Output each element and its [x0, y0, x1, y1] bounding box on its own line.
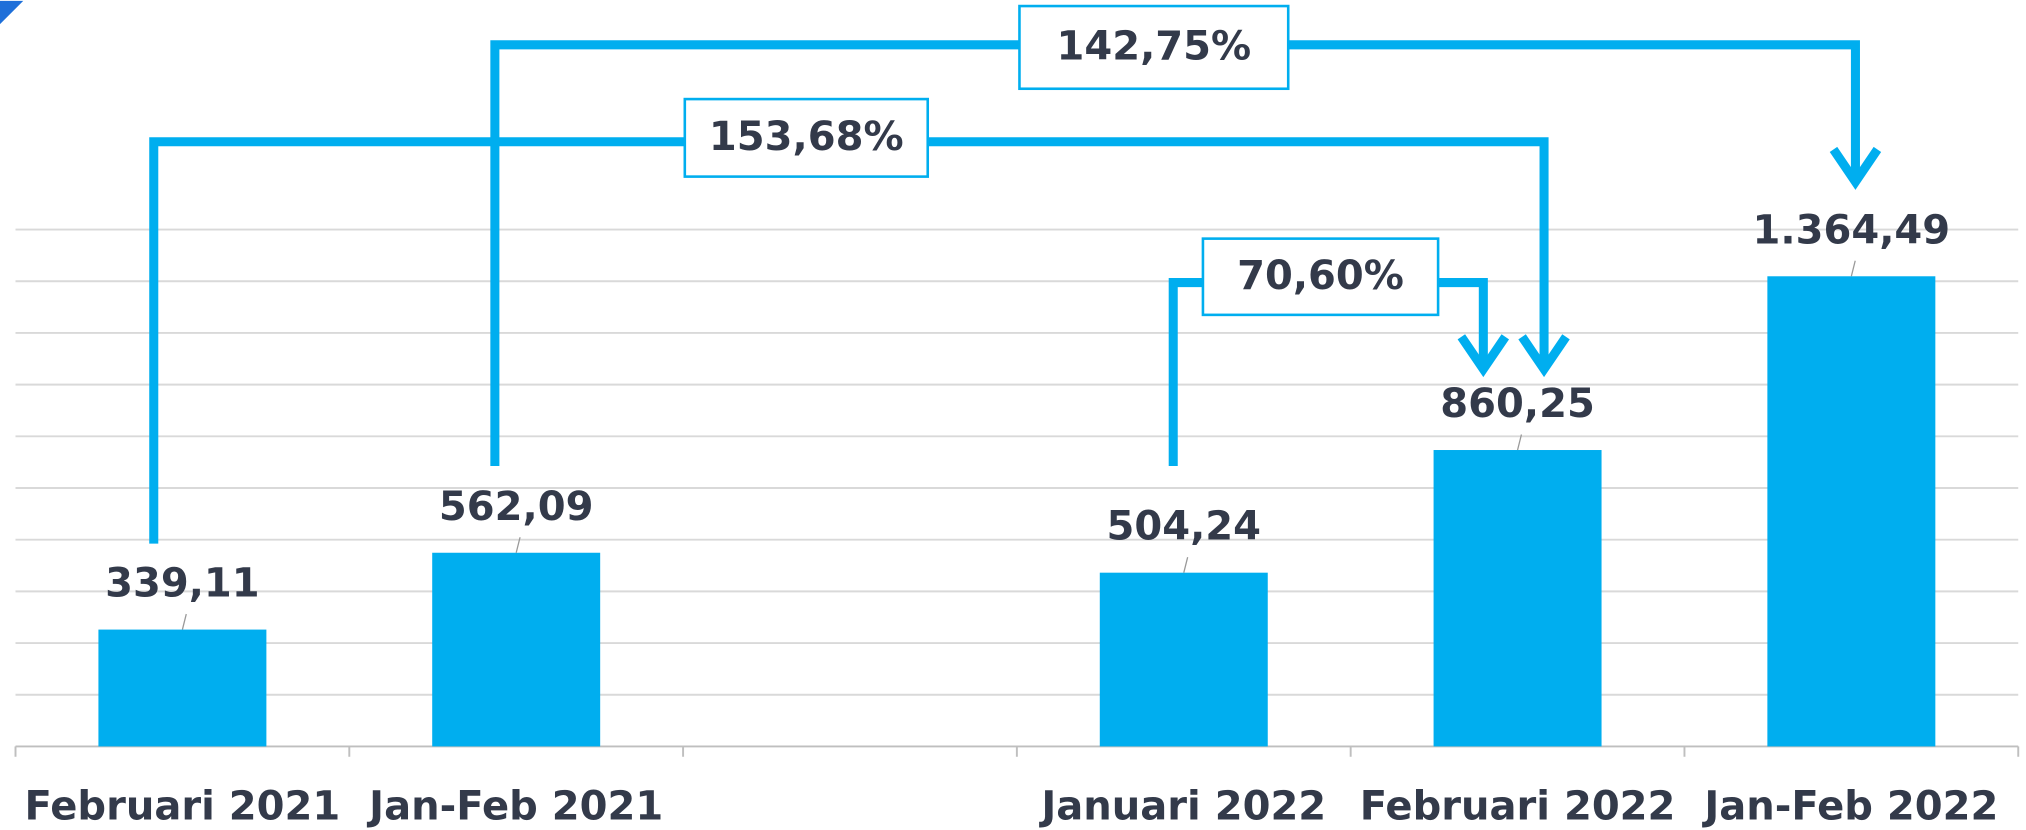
bar	[1433, 450, 1602, 747]
leader-line	[1850, 260, 1856, 277]
bar	[432, 552, 601, 747]
value-label: 339,11	[105, 561, 260, 607]
leader-line	[181, 613, 187, 630]
bar	[98, 629, 267, 747]
bar	[1767, 276, 1936, 747]
x-tick-label: Januari 2022	[1038, 783, 1326, 829]
leader-line	[1183, 557, 1189, 573]
x-tick-label: Februari 2021	[25, 783, 341, 829]
comparison-bracket	[149, 137, 1549, 544]
leader-line	[1516, 434, 1523, 451]
annotation-label: 70,60%	[1237, 253, 1404, 299]
corner-decoration	[0, 0, 24, 25]
arrow-head	[1518, 334, 1570, 378]
value-label: 860,25	[1440, 381, 1595, 427]
bar	[1099, 572, 1268, 747]
annotation-box	[1018, 4, 1290, 91]
value-label: 504,24	[1106, 504, 1261, 550]
value-label: 1.364,49	[1753, 207, 1951, 253]
value-label: 562,09	[439, 484, 594, 530]
x-tick-label: Jan-Feb 2022	[1701, 783, 1998, 829]
annotation-box	[1201, 237, 1440, 317]
x-tick-label: Februari 2022	[1360, 783, 1676, 829]
x-tick-label: Jan-Feb 2021	[366, 783, 663, 829]
annotation-label: 153,68%	[709, 114, 904, 160]
annotation-box	[683, 97, 930, 178]
annotation-label: 142,75%	[1057, 24, 1252, 70]
leader-line	[515, 537, 521, 553]
arrow-head	[1829, 146, 1882, 190]
arrow-head	[1457, 334, 1510, 378]
